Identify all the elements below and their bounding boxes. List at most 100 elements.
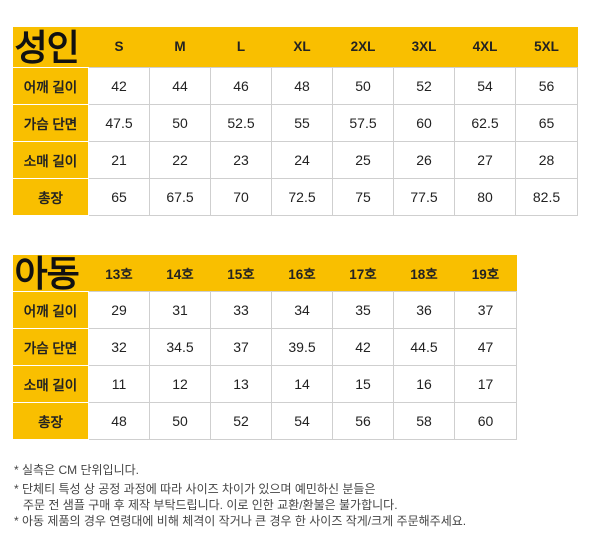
table-cell: 47.5 xyxy=(88,103,150,142)
table-cell: 21 xyxy=(88,140,150,179)
table-cell: 34.5 xyxy=(149,328,211,366)
kids-size-14: 14호 xyxy=(149,255,211,292)
table-cell: 80 xyxy=(454,177,516,216)
table-cell: 14 xyxy=(271,365,333,403)
row-label: 소매 길이 xyxy=(12,365,89,403)
table-cell: 29 xyxy=(88,291,150,329)
table-cell: 58 xyxy=(393,402,455,440)
row-label: 가슴 단면 xyxy=(12,103,89,142)
kids-size-13: 13호 xyxy=(88,255,150,292)
table-cell: 52 xyxy=(393,66,455,105)
table-cell: 11 xyxy=(88,365,150,403)
adult-size-3xl: 3XL xyxy=(393,27,455,67)
table-cell: 46 xyxy=(210,66,272,105)
table-cell: 48 xyxy=(271,66,333,105)
note-text: * 실측은 CM 단위입니다. xyxy=(14,463,139,477)
adult-row-sleeve: 소매 길이 21 22 23 24 25 26 27 28 xyxy=(12,140,578,179)
kids-title: 아동 xyxy=(14,253,80,294)
kids-size-16: 16호 xyxy=(271,255,333,292)
kids-size-19: 19호 xyxy=(454,255,517,292)
table-cell: 17 xyxy=(454,365,517,403)
table-cell: 24 xyxy=(271,140,333,179)
adult-size-table: 성인 S M L XL 2XL 3XL 4XL 5XL 어깨 길이 42 44 … xyxy=(12,27,578,216)
note-kids-fit: * 아동 제품의 경우 연령대에 비해 체격이 작거나 큰 경우 한 사이즈 작… xyxy=(14,513,584,529)
table-cell: 60 xyxy=(454,402,517,440)
table-cell: 62.5 xyxy=(454,103,516,142)
table-cell: 23 xyxy=(210,140,272,179)
table-cell: 44.5 xyxy=(393,328,455,366)
table-cell: 25 xyxy=(332,140,394,179)
adult-header-row: 성인 S M L XL 2XL 3XL 4XL 5XL xyxy=(12,26,578,68)
adult-size-4xl: 4XL xyxy=(454,27,516,67)
adult-title: 성인 xyxy=(14,26,80,68)
table-cell: 39.5 xyxy=(271,328,333,366)
kids-title-cell: 아동 xyxy=(12,253,89,294)
table-cell: 42 xyxy=(332,328,394,366)
table-cell: 57.5 xyxy=(332,103,394,142)
table-cell: 56 xyxy=(332,402,394,440)
table-cell: 16 xyxy=(393,365,455,403)
table-cell: 56 xyxy=(515,66,578,105)
table-cell: 55 xyxy=(271,103,333,142)
kids-size-table: 아동 13호 14호 15호 16호 17호 18호 19호 어깨 길이 29 … xyxy=(12,255,517,440)
table-cell: 48 xyxy=(88,402,150,440)
note-text: * 단체티 특성 상 공정 과정에 따라 사이즈 차이가 있으며 예민하신 분들… xyxy=(14,482,376,496)
table-cell: 65 xyxy=(515,103,578,142)
kids-row-shoulder: 어깨 길이 29 31 33 34 35 36 37 xyxy=(12,291,517,329)
table-cell: 12 xyxy=(149,365,211,403)
table-cell: 44 xyxy=(149,66,211,105)
notes-section: * 실측은 CM 단위입니다. * 단체티 특성 상 공정 과정에 따라 사이즈… xyxy=(14,462,584,529)
table-cell: 42 xyxy=(88,66,150,105)
table-cell: 77.5 xyxy=(393,177,455,216)
table-cell: 54 xyxy=(271,402,333,440)
kids-row-length: 총장 48 50 52 54 56 58 60 xyxy=(12,402,517,440)
note-text: * 아동 제품의 경우 연령대에 비해 체격이 작거나 큰 경우 한 사이즈 작… xyxy=(14,514,467,528)
note-size-variance: * 단체티 특성 상 공정 과정에 따라 사이즈 차이가 있으며 예민하신 분들… xyxy=(14,481,584,513)
note-unit: * 실측은 CM 단위입니다. xyxy=(14,462,584,478)
row-label: 어깨 길이 xyxy=(12,291,89,329)
table-cell: 37 xyxy=(454,291,517,329)
table-cell: 26 xyxy=(393,140,455,179)
note-text-continued: 주문 전 샘플 구매 후 제작 부탁드립니다. 이로 인한 교환/환불은 불가합… xyxy=(23,498,398,512)
table-cell: 60 xyxy=(393,103,455,142)
table-cell: 37 xyxy=(210,328,272,366)
adult-size-xl: XL xyxy=(271,27,333,67)
adult-size-s: S xyxy=(88,27,150,67)
table-cell: 32 xyxy=(88,328,150,366)
row-label: 총장 xyxy=(12,402,89,440)
table-cell: 70 xyxy=(210,177,272,216)
table-cell: 67.5 xyxy=(149,177,211,216)
table-cell: 65 xyxy=(88,177,150,216)
adult-size-m: M xyxy=(149,27,211,67)
row-label: 총장 xyxy=(12,177,89,216)
table-cell: 47 xyxy=(454,328,517,366)
table-cell: 28 xyxy=(515,140,578,179)
adult-row-chest: 가슴 단면 47.5 50 52.5 55 57.5 60 62.5 65 xyxy=(12,103,578,142)
kids-row-chest: 가슴 단면 32 34.5 37 39.5 42 44.5 47 xyxy=(12,328,517,366)
kids-size-17: 17호 xyxy=(332,255,394,292)
table-cell: 82.5 xyxy=(515,177,578,216)
table-cell: 50 xyxy=(149,103,211,142)
table-cell: 35 xyxy=(332,291,394,329)
adult-size-2xl: 2XL xyxy=(332,27,394,67)
row-label: 어깨 길이 xyxy=(12,66,89,105)
table-cell: 50 xyxy=(149,402,211,440)
kids-size-15: 15호 xyxy=(210,255,272,292)
adult-row-shoulder: 어깨 길이 42 44 46 48 50 52 54 56 xyxy=(12,66,578,105)
table-cell: 34 xyxy=(271,291,333,329)
table-cell: 54 xyxy=(454,66,516,105)
row-label: 소매 길이 xyxy=(12,140,89,179)
kids-row-sleeve: 소매 길이 11 12 13 14 15 16 17 xyxy=(12,365,517,403)
table-cell: 31 xyxy=(149,291,211,329)
table-cell: 36 xyxy=(393,291,455,329)
kids-size-18: 18호 xyxy=(393,255,455,292)
table-cell: 22 xyxy=(149,140,211,179)
adult-size-l: L xyxy=(210,27,272,67)
adult-row-length: 총장 65 67.5 70 72.5 75 77.5 80 82.5 xyxy=(12,177,578,216)
table-cell: 75 xyxy=(332,177,394,216)
table-cell: 27 xyxy=(454,140,516,179)
table-cell: 50 xyxy=(332,66,394,105)
table-cell: 72.5 xyxy=(271,177,333,216)
adult-title-cell: 성인 xyxy=(12,26,89,68)
table-cell: 52 xyxy=(210,402,272,440)
